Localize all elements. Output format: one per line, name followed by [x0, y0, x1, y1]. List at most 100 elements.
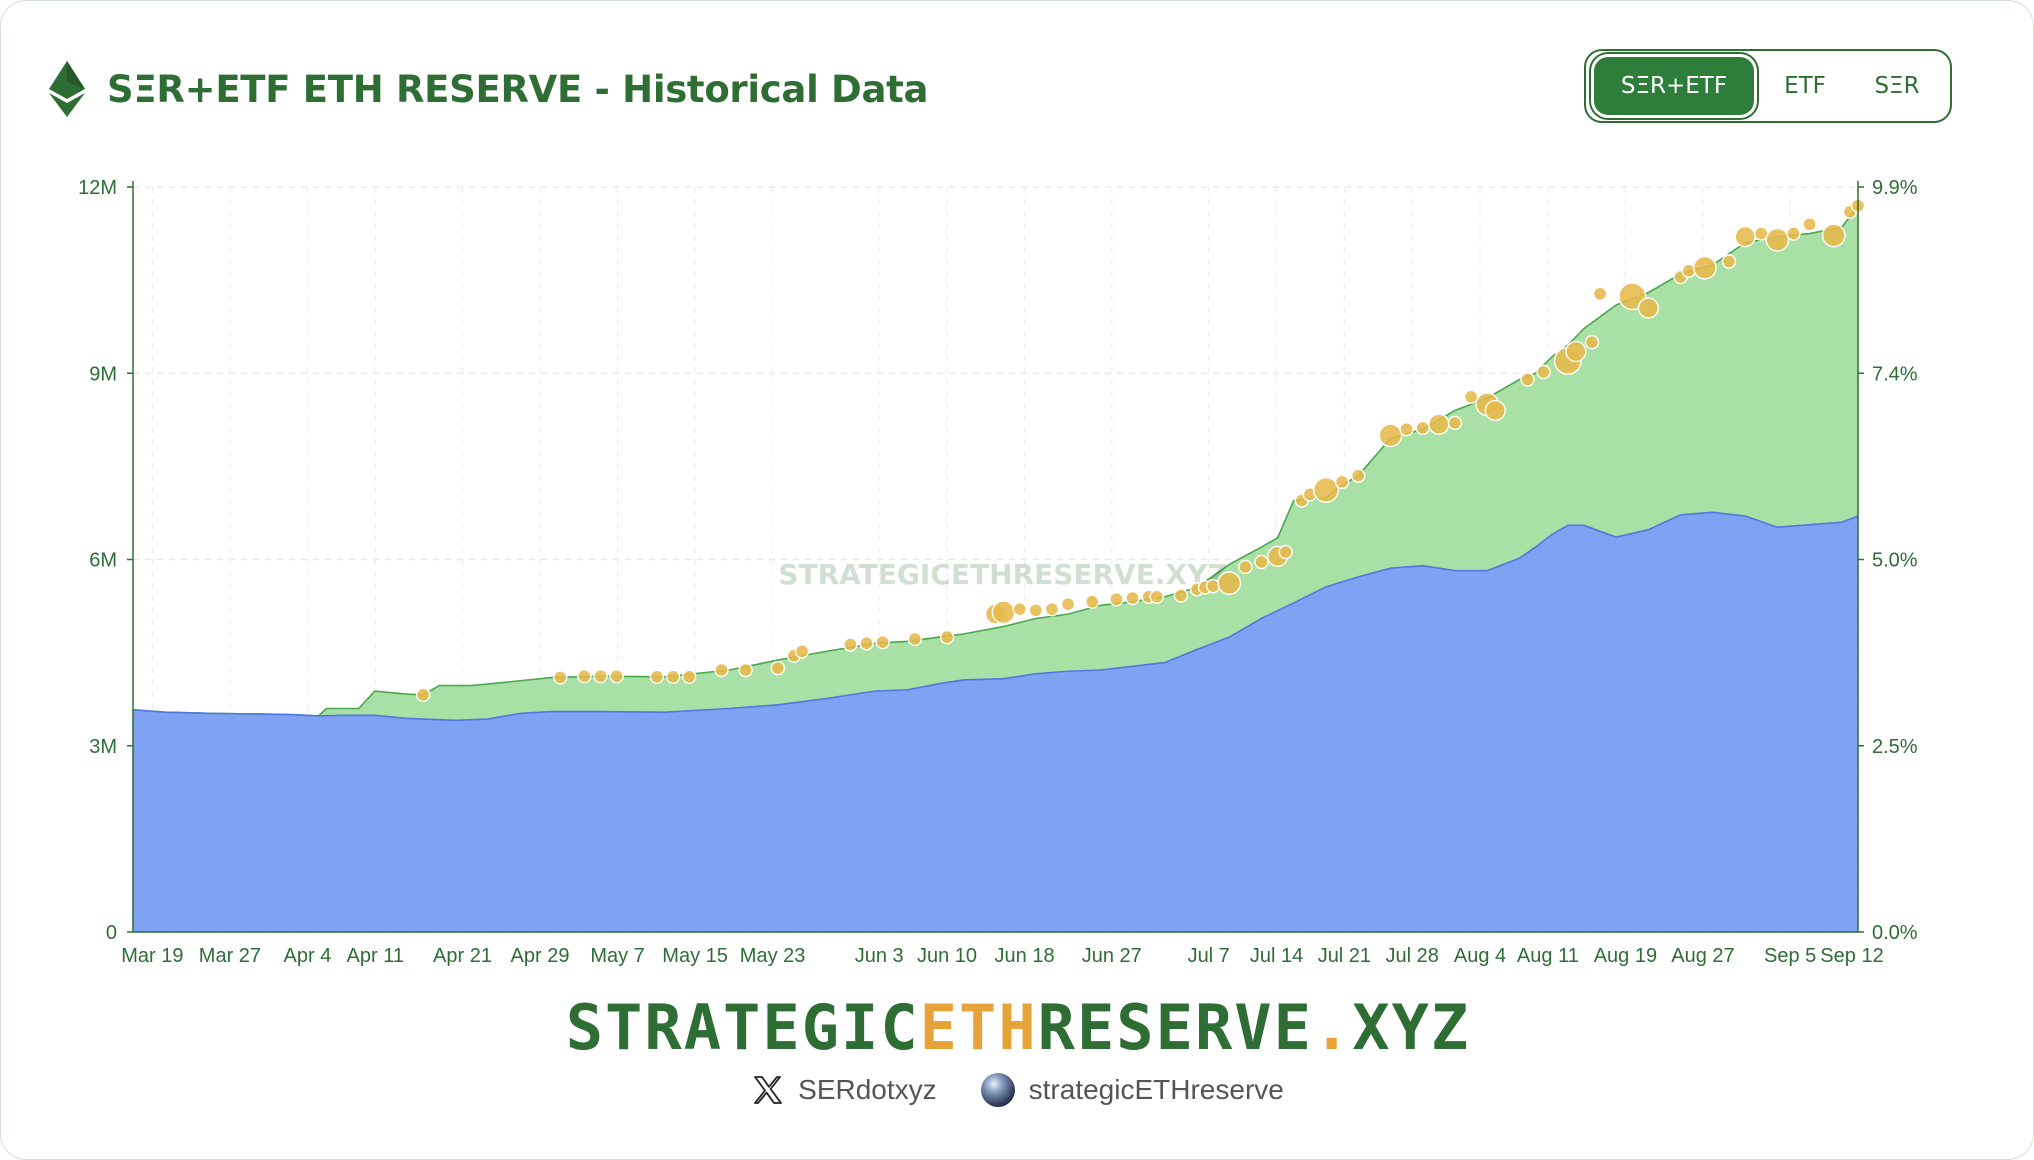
- purchase-marker: [1536, 364, 1551, 380]
- social-web-label: strategicETHreserve: [1028, 1074, 1284, 1105]
- purchase-marker: [609, 669, 624, 684]
- purchase-marker: [1565, 340, 1587, 363]
- brand-xyz: XYZ: [1352, 991, 1471, 1064]
- purchase-marker: [665, 669, 681, 685]
- purchase-marker: [681, 669, 697, 685]
- x-tick-label: Jun 18: [995, 945, 1055, 967]
- purchase-marker: [714, 662, 729, 678]
- x-tick-label: Jun 10: [917, 945, 977, 967]
- purchase-marker: [1592, 286, 1608, 301]
- purchase-marker: [1334, 474, 1350, 490]
- purchase-marker: [1520, 372, 1535, 387]
- purchase-marker: [1378, 423, 1403, 448]
- purchase-marker: [1173, 588, 1189, 603]
- x-icon: [754, 1076, 783, 1104]
- purchase-marker: [1217, 571, 1242, 595]
- purchase-marker: [1149, 589, 1164, 604]
- x-tick-label: Jul 21: [1318, 945, 1371, 967]
- y-right-tick-label: 9.9%: [1872, 177, 1918, 199]
- y-right-tick-label: 7.4%: [1872, 363, 1918, 385]
- purchase-marker: [1012, 601, 1027, 617]
- purchase-marker: [859, 636, 874, 651]
- purchase-marker: [907, 631, 923, 647]
- toggle-ser-etf-button[interactable]: SΞR+ETF: [1594, 57, 1754, 115]
- purchase-marker: [1786, 226, 1801, 241]
- purchase-marker: [1821, 223, 1846, 248]
- reserve-area-chart: STRATEGICETHRESERVE.XYZ Mar 19 Mar 27 Apr …: [78, 177, 1918, 967]
- x-tick-label: May 7: [590, 945, 644, 967]
- purchase-markers: [415, 198, 1866, 703]
- chart-header: SΞR+ETF ETH RESERVE - Historical Data: [49, 59, 928, 119]
- purchase-marker: [1692, 255, 1717, 280]
- brand-dot: .: [1312, 991, 1353, 1064]
- social-x-link[interactable]: SERdotxyz: [752, 1074, 937, 1106]
- x-tick-label: Jul 14: [1250, 945, 1303, 967]
- purchase-marker: [553, 670, 568, 685]
- purchase-marker: [1351, 468, 1366, 483]
- x-tick-label: May 15: [662, 945, 728, 967]
- y-right-tick-label: 2.5%: [1872, 736, 1918, 758]
- purchase-marker: [1254, 554, 1269, 570]
- purchase-marker: [991, 600, 1016, 625]
- purchase-marker: [843, 637, 858, 652]
- social-x-label: SERdotxyz: [798, 1074, 937, 1105]
- chart-watermark: STRATEGICETHRESERVE.XYZ: [778, 558, 1227, 591]
- purchase-marker: [770, 660, 786, 676]
- purchase-marker: [1313, 476, 1339, 503]
- purchase-marker: [1125, 590, 1140, 606]
- purchase-marker: [1734, 226, 1756, 248]
- x-tick-label: May 23: [740, 945, 806, 967]
- brand-eth: ETH: [919, 991, 1038, 1064]
- brand-wordmark: STRATEGICETHRESERVE.XYZ: [1, 991, 2033, 1064]
- purchase-marker: [1278, 544, 1293, 560]
- purchase-marker: [1415, 420, 1430, 436]
- x-tick-label: Apr 4: [284, 945, 332, 967]
- social-links: SERdotxyz strategicETHreserve: [1, 1073, 2033, 1107]
- x-tick-label: Aug 11: [1517, 945, 1579, 967]
- x-tick-label: Apr 21: [433, 945, 492, 967]
- purchase-marker: [875, 634, 890, 650]
- x-tick-label: Aug 4: [1454, 945, 1506, 967]
- purchase-marker: [1060, 597, 1076, 612]
- etf-area: [133, 512, 1858, 932]
- view-toggle: SΞR+ETF ETF SΞR: [1584, 49, 1952, 123]
- y-left-tick-label: 12M: [78, 177, 117, 199]
- x-tick-label: Jun 3: [855, 945, 904, 967]
- purchase-marker: [794, 644, 810, 659]
- y-left-tick-label: 3M: [89, 736, 117, 758]
- purchase-marker: [1109, 592, 1124, 607]
- purchase-marker: [1765, 227, 1790, 252]
- x-tick-label: Jul 7: [1188, 945, 1230, 967]
- ethereum-icon: [49, 61, 85, 117]
- x-tick-label: Aug 19: [1594, 945, 1657, 967]
- toggle-etf-button[interactable]: ETF: [1784, 73, 1826, 99]
- purchase-marker: [939, 629, 955, 645]
- purchase-marker: [649, 669, 665, 685]
- page-title: SΞR+ETF ETH RESERVE - Historical Data: [107, 67, 929, 111]
- etf-line: [132, 511, 1859, 722]
- y-left-tick-label: 0: [106, 922, 117, 944]
- y-right-tick-label: 0.0%: [1872, 922, 1918, 944]
- purchase-marker: [1463, 389, 1479, 405]
- globe-icon: [980, 1073, 1015, 1107]
- purchase-marker: [1238, 559, 1253, 575]
- x-tick-label: Sep 5: [1764, 945, 1816, 967]
- social-web-link[interactable]: strategicETHreserve: [980, 1073, 1284, 1107]
- x-tick-label: Jul 28: [1386, 945, 1439, 967]
- purchase-marker: [1484, 399, 1506, 422]
- brand-strategic: STRATEGIC: [565, 991, 920, 1064]
- purchase-marker: [593, 669, 608, 684]
- purchase-marker: [1044, 601, 1060, 617]
- purchase-marker: [1447, 415, 1463, 431]
- x-tick-label: Mar 19: [121, 945, 183, 967]
- x-tick-label: Sep 12: [1820, 945, 1883, 967]
- purchase-marker: [738, 662, 753, 678]
- purchase-marker: [1802, 217, 1817, 232]
- toggle-ser-button[interactable]: SΞR: [1874, 73, 1920, 99]
- brand-reserve: RESERVE: [1037, 991, 1313, 1064]
- purchase-marker: [1085, 594, 1100, 609]
- y-left-tick-label: 9M: [89, 363, 117, 385]
- x-tick-label: Jun 27: [1082, 945, 1142, 967]
- purchase-marker: [1584, 335, 1600, 350]
